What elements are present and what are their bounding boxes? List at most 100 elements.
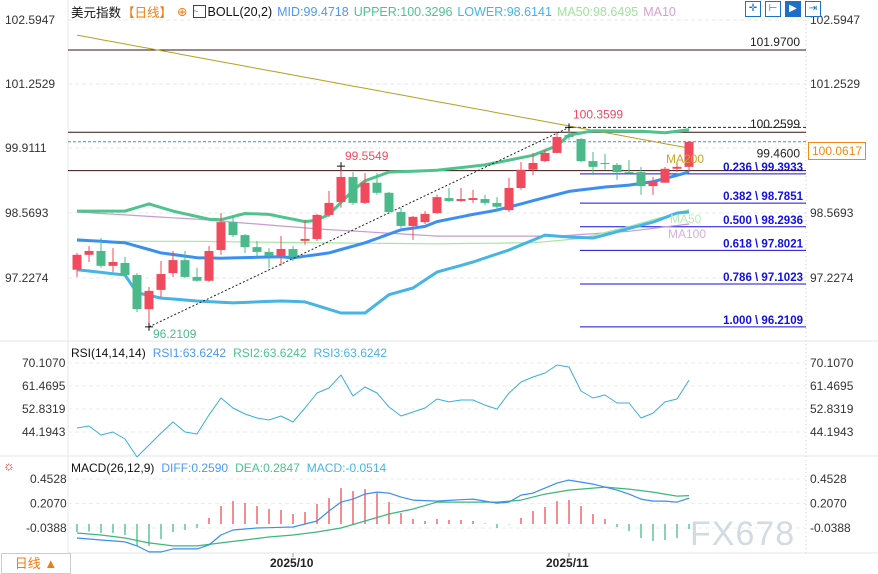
candle-body: [564, 135, 574, 138]
watermark-logo: FX678: [690, 515, 796, 553]
candle: [624, 160, 634, 174]
level-label: 100.2599: [750, 117, 800, 131]
macd-title: MACD(26,12,9): [71, 461, 155, 475]
anchor-point-marker: [145, 322, 153, 331]
candle: [432, 194, 442, 214]
macd-axis-right-label: -0.0388: [810, 521, 851, 535]
candle-body: [120, 262, 130, 275]
swing-high-annotation: 99.5549: [345, 149, 389, 163]
candle: [636, 166, 646, 195]
candle-body: [504, 187, 514, 211]
period-label[interactable]: 【日线】: [122, 6, 173, 20]
period-selector-button[interactable]: 日线 ▲: [1, 553, 71, 574]
ma10-value: MA10: [643, 4, 676, 19]
candle-body: [456, 199, 466, 201]
fit-icon[interactable]: ⊢: [765, 1, 781, 17]
candle: [348, 172, 358, 205]
candle-body: [588, 161, 598, 167]
candle-body: [552, 137, 562, 153]
candle: [144, 287, 154, 327]
candle-body: [684, 141, 694, 167]
candle: [132, 273, 142, 313]
candle: [72, 252, 82, 277]
add-indicator-icon[interactable]: ⊕: [177, 5, 188, 19]
crosshair-icon[interactable]: ✛: [745, 1, 761, 17]
candle: [672, 162, 682, 173]
fib-level-label: 0.500 \ 98.2936: [723, 215, 803, 227]
candle: [336, 166, 346, 208]
candle-body: [396, 212, 406, 226]
settings-icon[interactable]: ☼: [3, 458, 15, 473]
candle: [612, 162, 622, 180]
candle: [228, 216, 238, 238]
anchor-point-marker: [337, 162, 345, 171]
candle: [300, 219, 310, 245]
rsi-axis-right-label: 52.8319: [810, 402, 854, 416]
candle: [444, 187, 454, 202]
candle: [120, 256, 130, 277]
price-axis-left-label: 98.5693: [5, 206, 49, 220]
candle: [276, 236, 286, 266]
candle-body: [360, 182, 370, 203]
candle: [504, 177, 514, 213]
boll-lower-line: [76, 210, 690, 315]
price-axis-left-label: 99.9111: [5, 141, 47, 155]
candle: [468, 189, 478, 203]
x-axis-label: 2025/10: [270, 556, 314, 570]
rsi-title: RSI(14,14,14): [71, 346, 146, 360]
candle: [576, 137, 586, 163]
rsi-line: [76, 364, 690, 458]
candle-body: [108, 262, 118, 266]
candle-body: [264, 251, 274, 256]
candle-body: [348, 176, 358, 203]
diff-value: DIFF:0.2590: [161, 461, 229, 475]
rsi-axis-right-label: 70.1070: [810, 356, 854, 370]
candle-body: [612, 164, 622, 173]
candle: [588, 151, 598, 176]
candle-body: [72, 254, 82, 270]
exit-icon[interactable]: ⇥: [805, 1, 821, 17]
candle-body: [672, 166, 682, 169]
candle-body: [240, 235, 250, 248]
candle-body: [312, 214, 322, 239]
boll-lower: LOWER:98.6141: [457, 4, 552, 19]
candle-body: [216, 222, 226, 251]
dea-line: [76, 486, 690, 547]
candle-body: [600, 162, 610, 164]
price-axis-right-label: 101.2529: [810, 77, 860, 91]
play-icon[interactable]: ▶: [785, 1, 801, 17]
candle: [288, 246, 298, 262]
candle: [456, 187, 466, 202]
boll-upper: UPPER:100.3296: [353, 4, 453, 19]
candle: [240, 234, 250, 253]
rsi-axis-left-label: 70.1070: [22, 356, 66, 370]
candle: [216, 212, 226, 255]
candle-body: [300, 238, 310, 241]
indicator-chart-icon[interactable]: ~: [192, 5, 206, 18]
level-label: 101.9700: [750, 35, 800, 49]
candle: [600, 153, 610, 170]
candle-body: [480, 199, 490, 203]
low-annotation: 96.2109: [153, 327, 197, 341]
candle-body: [576, 138, 586, 162]
boll-mid-line: [76, 170, 690, 260]
price-axis-left-label: 102.5947: [5, 13, 55, 27]
candle: [372, 173, 382, 195]
candle-body: [192, 276, 202, 281]
candle: [168, 250, 178, 277]
candle-body: [648, 181, 658, 187]
rsi-axis-right-label: 61.4695: [810, 379, 854, 393]
price-axis-left-label: 101.2529: [5, 77, 55, 91]
macd-axis-left-label: 0.2070: [30, 497, 67, 511]
candle-body: [336, 176, 346, 202]
candle-body: [228, 222, 238, 236]
candle: [360, 173, 370, 204]
diff-line: [76, 479, 690, 553]
candle: [84, 246, 94, 263]
fib-level-label: 0.236 \ 99.3933: [723, 162, 803, 174]
boll-mid: MID:99.4718: [277, 4, 349, 19]
macd-axis-right-label: 0.2070: [810, 497, 847, 511]
candle: [396, 207, 406, 228]
dea-value: DEA:0.2847: [235, 461, 300, 475]
